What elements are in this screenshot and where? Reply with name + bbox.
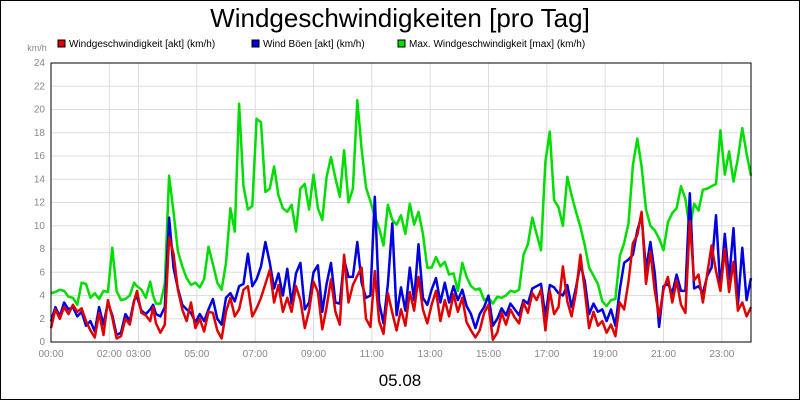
y-tick-label: 6 <box>39 267 45 278</box>
y-tick-label: 10 <box>34 221 46 232</box>
y-tick-label: 2 <box>39 314 45 325</box>
y-tick-label: 22 <box>34 81 46 92</box>
x-tick-label: 03:00 <box>126 349 151 360</box>
series-line-0 <box>49 210 753 341</box>
x-tick-label: 19:00 <box>593 349 618 360</box>
y-tick-label: 4 <box>39 291 45 302</box>
legend-swatch-0 <box>57 39 66 48</box>
y-tick-label: 24 <box>34 58 46 69</box>
legend-swatch-2 <box>397 39 406 48</box>
series-line-1 <box>49 191 753 337</box>
y-tick-label: 8 <box>39 244 45 255</box>
y-axis-unit: km/h <box>27 43 47 53</box>
x-tick-label: 11:00 <box>360 349 385 360</box>
legend: Windgeschwindigkeit [akt] (km/h) Wind Böe… <box>57 39 585 50</box>
series-line-2 <box>50 98 753 308</box>
x-tick-label: 07:00 <box>243 349 268 360</box>
x-tick-label: 13:00 <box>418 349 443 360</box>
legend-entry-0: Windgeschwindigkeit [akt] (km/h) <box>69 39 215 50</box>
x-tick-label: 02:00 <box>97 349 122 360</box>
series-layer <box>49 98 753 341</box>
x-tick-label: 09:00 <box>301 349 326 360</box>
x-tick-label: 23:00 <box>709 349 734 360</box>
plot-border <box>50 62 752 343</box>
y-tick-label: 18 <box>34 128 46 139</box>
chart-title: Windgeschwindigkeiten [pro Tag] <box>210 3 590 33</box>
y-tick-label: 14 <box>34 174 46 185</box>
y-tick-label: 12 <box>34 198 46 209</box>
x-tick-label: 21:00 <box>651 349 676 360</box>
x-tick-label: 17:00 <box>534 349 559 360</box>
y-tick-label: 20 <box>34 105 46 116</box>
x-tick-label: 05:00 <box>184 349 209 360</box>
x-tick-label: 00:00 <box>38 349 63 360</box>
x-tick-labels: 00:00 02:00 03:00 05:00 07:00 09:00 11:00 13:00… <box>38 349 734 360</box>
y-tick-label: 0 <box>39 337 45 348</box>
legend-swatch-1 <box>251 39 260 48</box>
x-axis-date-label: 05.08 <box>379 371 422 390</box>
x-tick-label: 15:00 <box>476 349 501 360</box>
legend-entry-1: Wind Böen [akt] (km/h) <box>263 39 365 50</box>
y-tick-label: 16 <box>34 151 46 162</box>
legend-entry-2: Max. Windgeschwindigkeit [max] (km/h) <box>409 39 585 50</box>
